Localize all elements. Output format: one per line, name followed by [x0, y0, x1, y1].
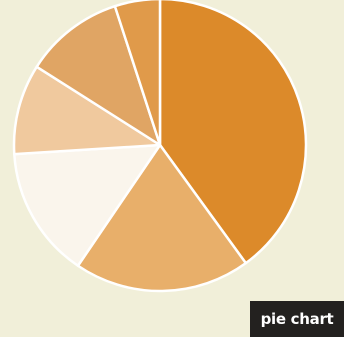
- pie-slice-3: [13, 143, 162, 268]
- chart-caption: pie chart: [250, 301, 344, 337]
- pie-slice-2: [76, 143, 248, 293]
- pie-slice-5: [35, 4, 162, 147]
- pie-slice-4: [12, 65, 162, 156]
- pie-slice-1: [158, 0, 308, 265]
- pie-slice-6: [113, 0, 162, 147]
